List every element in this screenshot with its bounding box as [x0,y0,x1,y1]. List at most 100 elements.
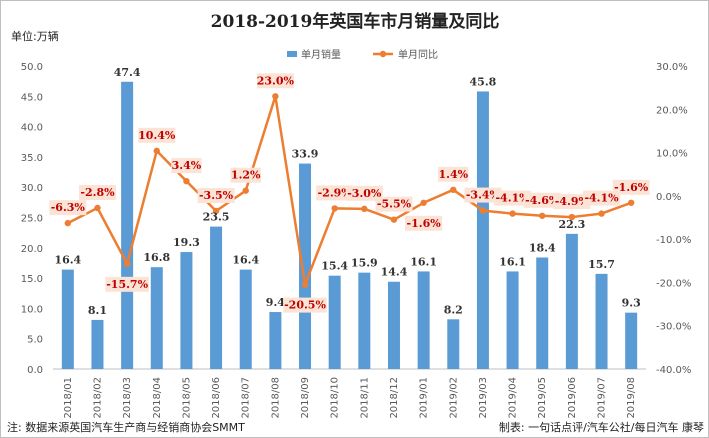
bar [61,269,74,369]
bar-value-label: 16.4 [232,254,259,267]
bar-value-label: 33.9 [292,148,319,161]
bar [536,257,549,369]
y-left-tick-label: 20.0 [21,244,43,255]
line-point [331,205,338,212]
y-right-tick-label: 30.0% [656,62,688,73]
line-point [479,207,487,214]
y-left-tick-label: 25.0 [21,214,43,225]
y-left-tick-label: 45.0 [21,92,43,103]
bar-value-label: 15.4 [321,260,348,273]
line-point [539,212,546,219]
line-label-bg [171,158,202,174]
bar [121,81,134,370]
line-point [568,213,576,221]
x-tick-label: 2019/04 [508,377,519,419]
chart-title: 2018-2019年英国车市月销量及同比 [211,11,500,32]
line-value-label: -20.5% [284,299,326,312]
line-point [153,147,160,155]
x-tick-label: 2018/12 [389,377,400,419]
bar-value-label: 14.4 [381,266,408,279]
bar [625,312,638,369]
data-labels: 16.48.147.416.819.323.516.49.433.915.4 15… [49,66,650,317]
line-value-label: 10.4% [138,129,176,142]
x-tick-label: 2018/03 [122,377,133,419]
line-value-label: -4.1% [584,192,619,205]
x-tick-label: 2019/08 [626,377,637,419]
line-point [420,199,427,206]
y-right-tick-label: 20.0% [656,105,688,116]
line-label-bg [197,188,235,204]
bar-value-label: 47.4 [114,66,141,79]
line-point [301,281,309,288]
bar [239,269,252,369]
line-value-label: -1.6% [407,217,442,230]
line-label-bg [583,190,621,206]
y-left-tick-label: 35.0 [21,153,43,164]
bar-value-label: 15.9 [351,257,378,270]
line-path [67,95,632,286]
legend: 单月销量 单月同比 [287,48,438,61]
credit-note: 制表: 一句话点评/汽车公社/每日汽车 康琴 [499,420,704,434]
line-label-bg [494,190,532,206]
x-tick-label: 2018/04 [152,377,163,419]
line-label-bg [49,200,87,216]
line-value-label: -4.6% [525,194,560,207]
bar-value-label: 45.8 [470,75,497,88]
line-value-label: -3.4% [466,189,501,202]
bar [476,91,489,370]
line-value-label: 1.2% [231,169,261,182]
bar-value-label: 9.3 [622,297,641,310]
bar-value-label: 16.4 [54,254,81,267]
line-label-bg [78,184,116,200]
x-tick-label: 2018/07 [241,377,252,419]
line-value-label: -1.6% [614,181,649,194]
line-label-bg [612,179,650,195]
bar [91,319,104,369]
x-tick-label: 2018/11 [359,377,370,419]
line-value-label: -5.5% [377,198,412,211]
axes: 0.0 5.0 10.0 15.0 20.0 25.0 30.0 35.0 40.0 45.0 50… [21,62,692,419]
y-right-tick-label: 10.0% [656,149,688,160]
y-left-tick-label: 40.0 [21,123,43,134]
x-tick-label: 2018/02 [92,377,103,419]
bar-value-label: 23.5 [203,211,230,224]
bar [299,163,312,369]
y-left-tick-label: 50.0 [21,62,43,73]
line-label-bg [438,166,469,182]
y-right-tick-label: 0.0% [656,192,681,203]
line-point [361,205,368,213]
bar [417,271,430,369]
line-label-bg [553,194,591,210]
bar [269,312,282,369]
line-point [627,199,635,206]
bar [565,233,578,369]
y-left-tick-label: 30.0 [21,183,43,194]
y-left-tick-label: 15.0 [21,274,43,285]
unit-label: 单位:万辆 [11,29,59,43]
line-series [64,93,635,288]
y-left-tick-label: 5.0 [27,335,43,346]
line-value-label: -2.8% [80,186,115,199]
x-tick-label: 2018/06 [211,377,222,419]
line-label-bg [256,73,294,89]
y-left-tick-label: 0.0 [27,365,43,376]
bar [595,273,608,369]
y-right-tick-label: -40.0% [656,365,691,376]
x-tick-label: 2019/03 [478,377,489,419]
bar [387,281,400,369]
line-point [598,210,605,217]
legend-bar-label: 单月销量 [301,48,341,61]
bar-value-label: 22.3 [558,218,585,231]
legend-bar-swatch [287,51,297,57]
bar [328,275,341,369]
line-point [123,260,131,268]
line-label-bg [138,127,176,143]
line-value-label: 1.4% [438,168,468,181]
bar-series [61,81,638,370]
x-tick-label: 2018/10 [330,377,341,419]
x-tick-label: 2019/07 [597,377,608,419]
x-tick-label: 2019/01 [419,377,430,419]
line-label-bg [405,215,443,231]
x-tick-label: 2019/05 [537,377,548,419]
bar-value-label: 16.1 [499,255,526,268]
